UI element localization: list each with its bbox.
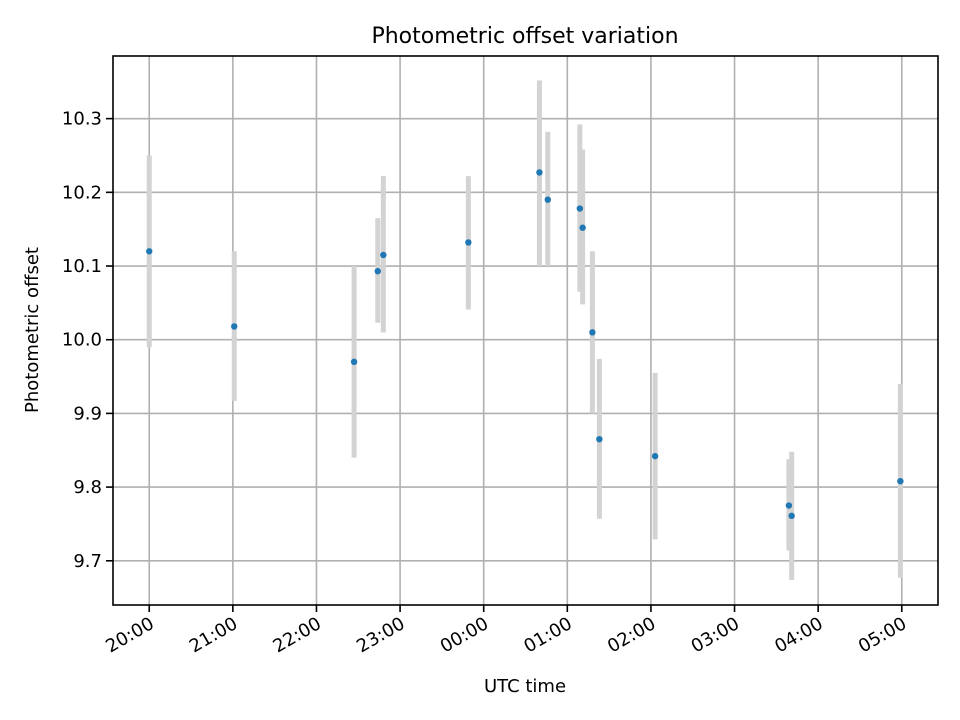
grid <box>113 56 938 605</box>
x-tick-label: 03:00 <box>688 613 743 657</box>
data-points <box>146 169 904 520</box>
plot-frame <box>112 55 939 606</box>
y-axis-label: Photometric offset <box>22 247 43 413</box>
chart-title: Photometric offset variation <box>371 24 678 49</box>
y-tick-label: 10.2 <box>62 182 102 203</box>
data-point <box>544 196 551 203</box>
y-tick-label: 10.3 <box>62 109 102 130</box>
data-point <box>380 251 387 259</box>
data-point <box>785 502 793 509</box>
x-tick-label: 05:00 <box>855 613 910 657</box>
data-point <box>651 452 659 460</box>
data-point <box>596 435 603 443</box>
x-tick-label: 00:00 <box>437 613 492 657</box>
x-tick-label: 20:00 <box>102 613 157 657</box>
x-tick-label: 01:00 <box>520 613 575 657</box>
y-tick-label: 9.8 <box>73 477 102 498</box>
x-axis-label: UTC time <box>484 676 566 697</box>
x-axis-ticks: 20:00 21:00 22:00 23:00 00:00 01:00 02:00 03:00… <box>102 605 910 657</box>
x-tick-label: 04:00 <box>771 613 826 657</box>
y-tick-label: 10.1 <box>62 256 102 277</box>
data-point <box>576 205 584 212</box>
y-axis-ticks: 9.7 9.8 9.9 10.0 10.1 10.2 10.3 <box>62 109 113 572</box>
x-tick-label: 22:00 <box>270 613 325 657</box>
data-point <box>536 169 543 176</box>
y-tick-label: 9.7 <box>73 551 102 572</box>
data-point <box>579 224 586 231</box>
data-point <box>231 323 238 330</box>
data-point <box>897 477 904 485</box>
data-point <box>589 329 596 336</box>
data-point <box>465 239 472 246</box>
data-point <box>788 512 795 520</box>
data-point <box>146 248 153 255</box>
x-tick-label: 02:00 <box>604 613 659 657</box>
x-tick-label: 21:00 <box>186 613 241 657</box>
y-tick-label: 9.9 <box>73 403 102 424</box>
y-tick-label: 10.0 <box>62 330 102 351</box>
data-point <box>374 267 381 275</box>
data-point <box>350 358 358 366</box>
x-tick-label: 23:00 <box>353 613 408 657</box>
